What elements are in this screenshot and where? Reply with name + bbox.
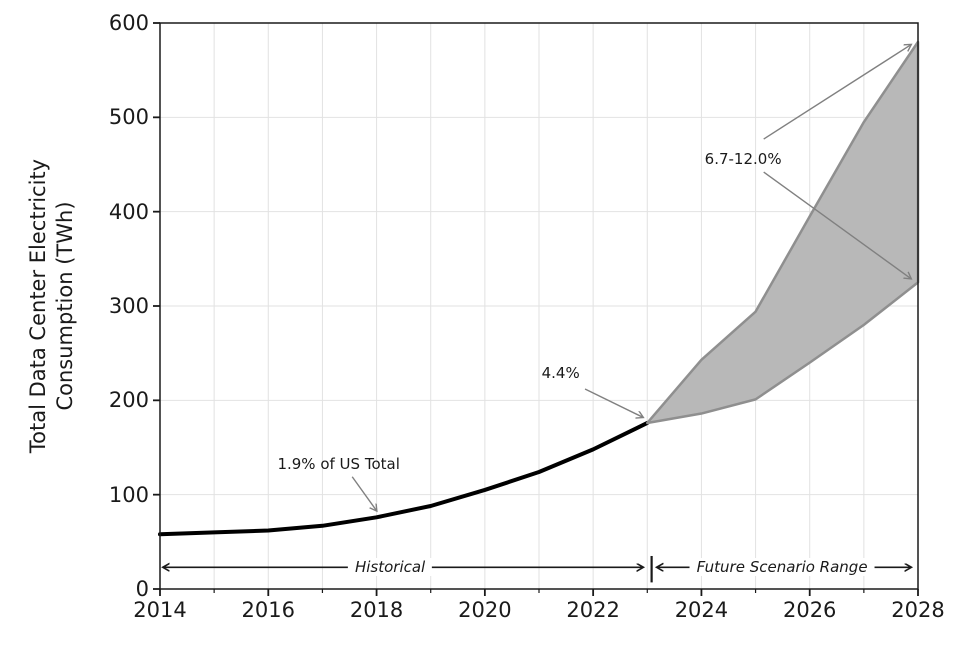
- x-tick-label: 2024: [674, 598, 729, 622]
- y-tick-label: 600: [108, 11, 149, 35]
- x-tick-label: 2026: [782, 598, 837, 622]
- y-tick-label: 500: [108, 105, 149, 130]
- x-tick-label: 2018: [349, 598, 404, 622]
- y-tick-label: 0: [135, 577, 149, 601]
- y-tick-label: 100: [108, 482, 149, 507]
- x-tick-label: 2014: [133, 598, 187, 622]
- annotation-4.4-percent: 4.4%: [541, 363, 580, 382]
- y-tick-label: 200: [108, 388, 149, 413]
- y-tick-label: 400: [108, 199, 149, 224]
- annotation-historical-span: Historical: [347, 558, 433, 577]
- x-tick-label: 2022: [566, 598, 620, 622]
- x-tick-label: 2028: [891, 598, 945, 622]
- annotation-1.9-percent-of-us-total: 1.9% of US Total: [277, 454, 400, 473]
- y-tick-label: 300: [108, 294, 149, 318]
- annotation-6.7-12-percent-range: 6.7-12.0%: [704, 149, 782, 168]
- x-tick-label: 2020: [458, 598, 512, 622]
- x-tick-label: 2016: [241, 598, 296, 622]
- annotation-future-scenario-range-span: Future Scenario Range: [689, 558, 875, 577]
